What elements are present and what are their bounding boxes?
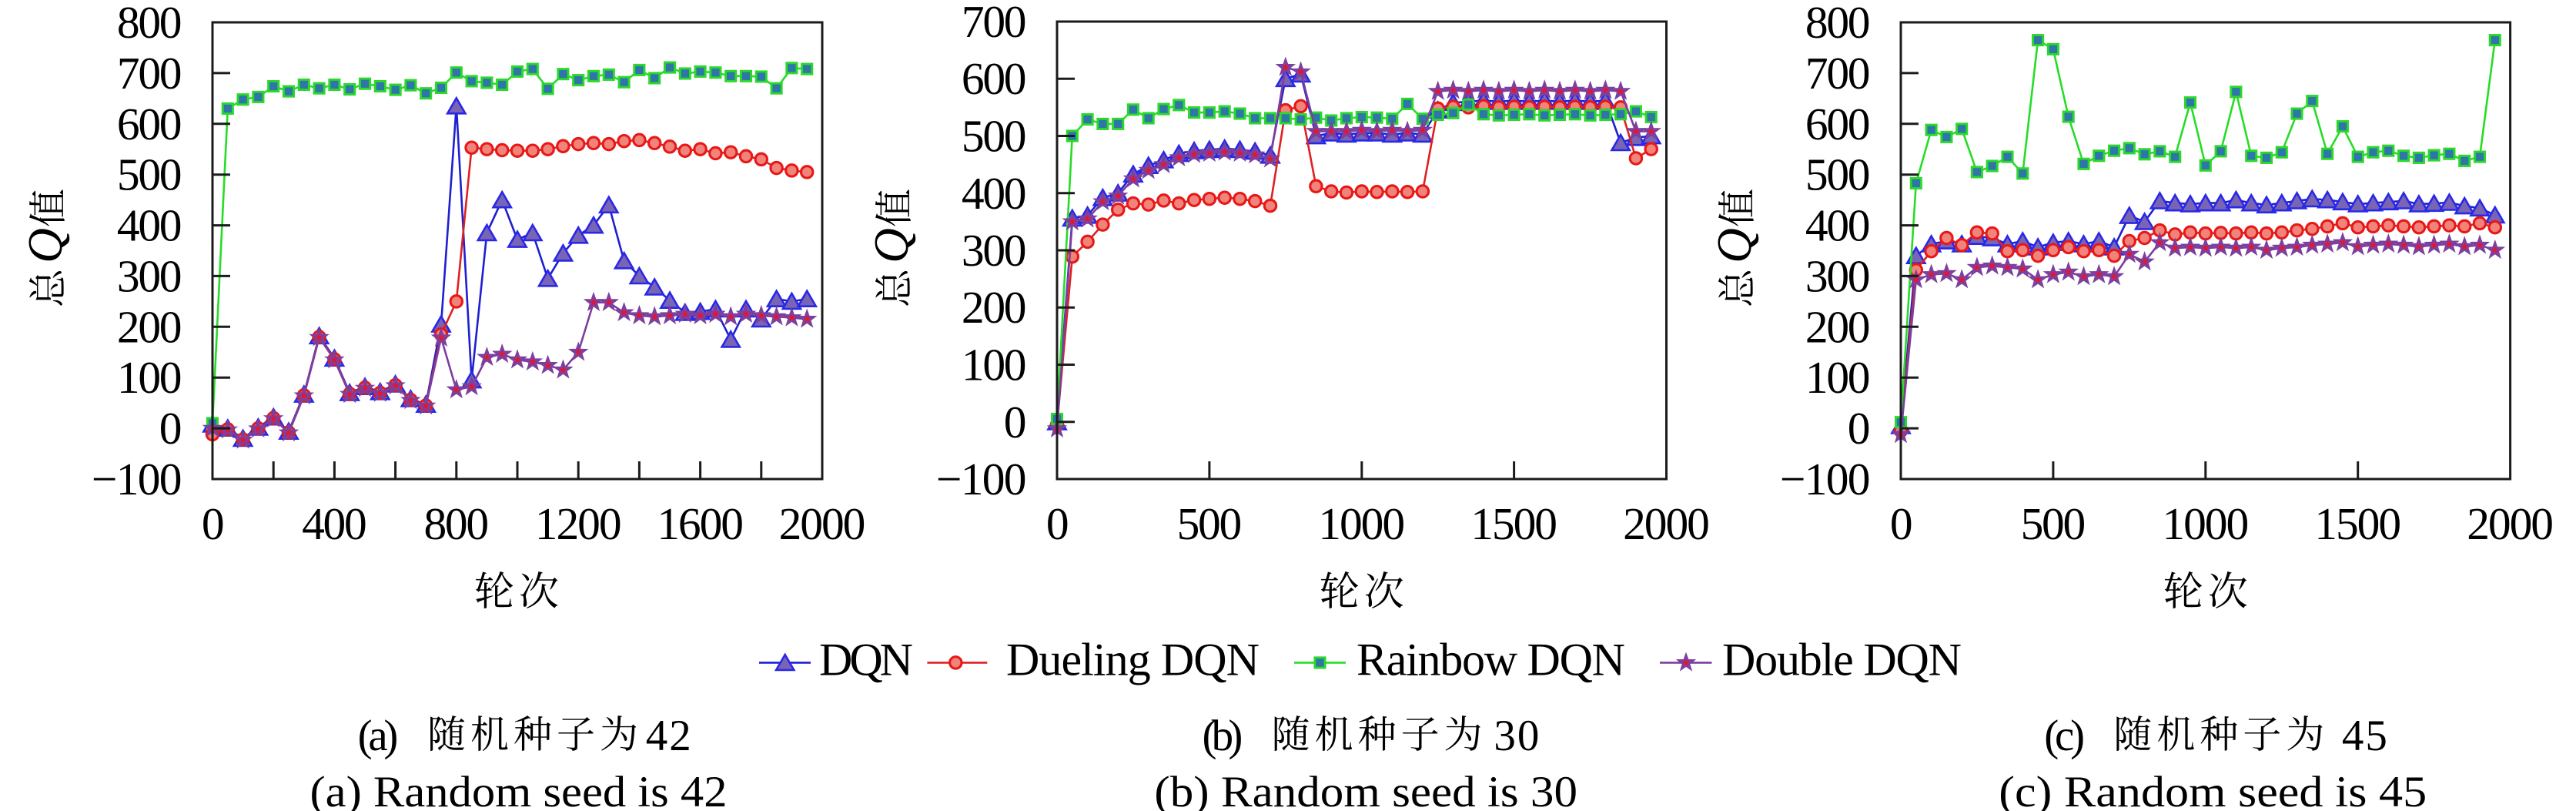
svg-text:Q: Q bbox=[18, 228, 72, 263]
svg-text:−100: −100 bbox=[1780, 454, 1871, 504]
svg-text:2000: 2000 bbox=[1623, 498, 1710, 549]
svg-text:1500: 1500 bbox=[2314, 498, 2401, 549]
svg-text:Q: Q bbox=[865, 228, 918, 263]
svg-text:100: 100 bbox=[962, 340, 1027, 390]
svg-text:100: 100 bbox=[117, 352, 182, 403]
svg-text:500: 500 bbox=[1177, 498, 1243, 549]
svg-text:(a): (a) bbox=[358, 712, 399, 760]
svg-text:300: 300 bbox=[962, 225, 1027, 276]
svg-text:(c) Random seed is 45: (c) Random seed is 45 bbox=[1999, 768, 2427, 811]
svg-text:800: 800 bbox=[1805, 0, 1871, 48]
svg-text:700: 700 bbox=[117, 48, 182, 99]
svg-text:0: 0 bbox=[1890, 498, 1913, 549]
svg-text:700: 700 bbox=[962, 0, 1027, 47]
svg-text:2000: 2000 bbox=[2467, 498, 2554, 549]
svg-text:Dueling DQN: Dueling DQN bbox=[1006, 635, 1260, 685]
svg-text:500: 500 bbox=[117, 149, 182, 200]
svg-text:200: 200 bbox=[1805, 301, 1871, 352]
svg-text:(c): (c) bbox=[2044, 712, 2085, 760]
svg-text:DQN: DQN bbox=[819, 635, 913, 685]
svg-text:300: 300 bbox=[1805, 250, 1871, 301]
svg-text:700: 700 bbox=[1805, 48, 1871, 99]
svg-text:0: 0 bbox=[1046, 498, 1069, 549]
svg-text:(a) Random seed is 42: (a) Random seed is 42 bbox=[310, 768, 728, 811]
svg-text:500: 500 bbox=[962, 111, 1027, 162]
svg-text:400: 400 bbox=[302, 498, 367, 549]
svg-text:(b) Random seed is 30: (b) Random seed is 30 bbox=[1154, 768, 1577, 811]
svg-text:1000: 1000 bbox=[1318, 498, 1405, 549]
svg-text:400: 400 bbox=[1805, 200, 1871, 251]
svg-text:600: 600 bbox=[117, 99, 182, 149]
svg-text:Double DQN: Double DQN bbox=[1722, 635, 1962, 685]
svg-text:0: 0 bbox=[202, 498, 225, 549]
svg-text:200: 200 bbox=[117, 301, 182, 352]
svg-text:300: 300 bbox=[117, 250, 182, 301]
svg-text:500: 500 bbox=[1805, 149, 1871, 200]
svg-text:1000: 1000 bbox=[2162, 498, 2249, 549]
svg-text:200: 200 bbox=[962, 282, 1027, 333]
svg-text:800: 800 bbox=[424, 498, 490, 549]
svg-text:Rainbow DQN: Rainbow DQN bbox=[1357, 635, 1625, 685]
svg-text:2000: 2000 bbox=[779, 498, 866, 549]
svg-text:600: 600 bbox=[1805, 99, 1871, 149]
svg-text:1600: 1600 bbox=[657, 498, 744, 549]
svg-text:Q: Q bbox=[1708, 228, 1761, 263]
svg-text:100: 100 bbox=[1805, 352, 1871, 403]
svg-text:800: 800 bbox=[117, 0, 182, 48]
svg-text:0: 0 bbox=[1848, 403, 1871, 454]
svg-text:1200: 1200 bbox=[535, 498, 622, 549]
svg-text:−100: −100 bbox=[92, 454, 182, 504]
svg-text:1500: 1500 bbox=[1470, 498, 1557, 549]
svg-text:500: 500 bbox=[2021, 498, 2086, 549]
svg-text:0: 0 bbox=[1004, 397, 1027, 447]
svg-text:−100: −100 bbox=[936, 454, 1027, 504]
svg-text:600: 600 bbox=[962, 53, 1027, 104]
svg-text:(b): (b) bbox=[1203, 712, 1243, 760]
svg-text:0: 0 bbox=[159, 403, 182, 454]
svg-text:400: 400 bbox=[962, 168, 1027, 219]
svg-text:400: 400 bbox=[117, 200, 182, 251]
